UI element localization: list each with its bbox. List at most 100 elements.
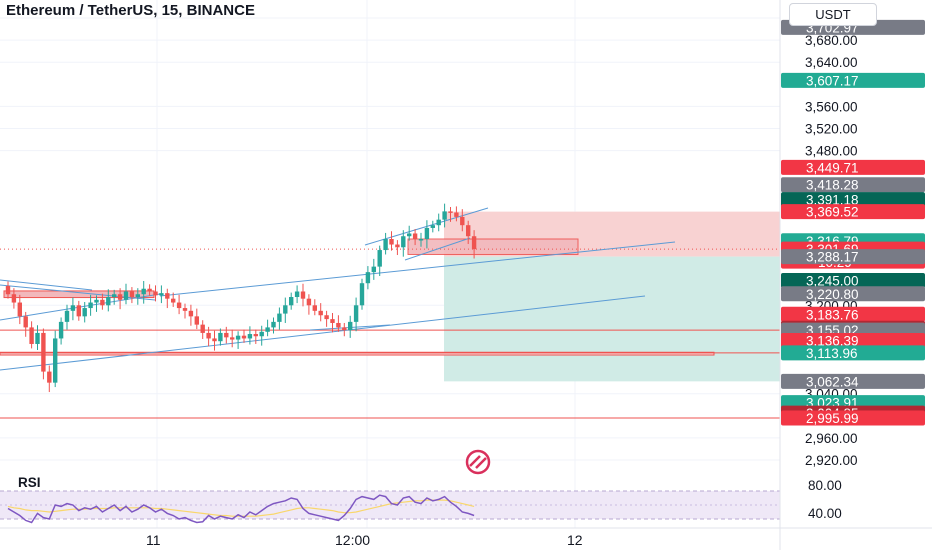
price-tag-bg bbox=[781, 286, 925, 302]
time-label-11: 11 bbox=[146, 532, 161, 548]
price-tag-label: 2,995.99 bbox=[806, 411, 859, 426]
candle bbox=[377, 245, 382, 277]
candle bbox=[418, 232, 424, 247]
candle-body bbox=[165, 293, 170, 299]
candle bbox=[395, 240, 400, 256]
candle-body bbox=[212, 338, 217, 342]
candle-body bbox=[5, 285, 11, 295]
candle bbox=[200, 320, 205, 340]
candle bbox=[294, 285, 300, 304]
candle-body bbox=[88, 302, 93, 309]
candle bbox=[471, 230, 477, 259]
rsi-label: RSI bbox=[18, 475, 41, 490]
price-tag: 3,607.17 bbox=[781, 72, 925, 88]
candle-body bbox=[253, 334, 258, 337]
candle-body bbox=[176, 302, 182, 309]
price-tag: 3,183.76 bbox=[781, 306, 925, 322]
candle bbox=[247, 326, 253, 345]
candle bbox=[141, 280, 146, 304]
currency-button[interactable]: USDT bbox=[789, 3, 877, 26]
price-scale-label: 3,680.00 bbox=[805, 33, 858, 48]
price-tag-bg bbox=[781, 177, 925, 193]
candle-body bbox=[330, 319, 335, 323]
candle bbox=[259, 325, 264, 346]
price-tag-bg bbox=[781, 373, 925, 389]
candle bbox=[11, 288, 17, 309]
candle-body bbox=[123, 291, 129, 300]
candle-body bbox=[324, 315, 329, 320]
candle-body bbox=[412, 233, 418, 239]
candle bbox=[371, 258, 376, 280]
candle-body bbox=[383, 239, 388, 251]
candle bbox=[159, 285, 164, 304]
price-scale-label: 3,640.00 bbox=[805, 55, 858, 70]
candle bbox=[230, 329, 235, 348]
horizontal-levels bbox=[0, 248, 780, 419]
candle bbox=[353, 297, 359, 332]
candle bbox=[135, 288, 140, 305]
candle bbox=[100, 293, 105, 310]
candle-body bbox=[76, 305, 81, 317]
price-tag-bg bbox=[781, 410, 925, 426]
price-tag-bg bbox=[781, 72, 925, 88]
rsi-pane: RSI bbox=[0, 475, 780, 524]
candle-body bbox=[218, 332, 223, 342]
candle bbox=[383, 232, 388, 255]
candle bbox=[76, 300, 81, 321]
candle-body bbox=[300, 291, 306, 299]
candle bbox=[117, 288, 123, 310]
candle-body bbox=[94, 299, 99, 303]
candle-body bbox=[294, 291, 300, 298]
candle-body bbox=[371, 266, 376, 273]
candle bbox=[460, 209, 465, 232]
candle-body bbox=[436, 219, 441, 226]
candle bbox=[253, 329, 258, 344]
candle bbox=[17, 294, 22, 325]
candle-body bbox=[47, 371, 52, 383]
candle-body bbox=[64, 310, 70, 322]
candle bbox=[389, 231, 394, 251]
price-axis[interactable]: 3,720.003,680.003,640.003,560.003,520.00… bbox=[779, 0, 925, 550]
rsi-tick-40: 40.00 bbox=[808, 506, 842, 521]
candle-body bbox=[359, 283, 365, 306]
candle-body bbox=[112, 294, 117, 298]
candle-body bbox=[100, 299, 105, 306]
candle bbox=[466, 220, 471, 244]
candle-body bbox=[106, 297, 111, 306]
candle-body bbox=[277, 313, 282, 322]
candle-body bbox=[200, 324, 205, 333]
candle bbox=[318, 303, 323, 322]
candle-body bbox=[135, 294, 140, 298]
candle-body bbox=[271, 321, 276, 328]
price-scale-label: 2,960.00 bbox=[805, 431, 858, 446]
candle bbox=[336, 315, 341, 332]
price-tag: 3,288.17 bbox=[781, 249, 925, 265]
candle-body bbox=[141, 288, 146, 295]
price-tag-bg bbox=[781, 306, 925, 322]
time-label-12: 12 bbox=[567, 532, 583, 548]
candle-body bbox=[129, 291, 135, 298]
candle-body bbox=[342, 327, 347, 331]
candle bbox=[289, 292, 294, 310]
candle-body bbox=[401, 236, 406, 248]
candle-body bbox=[466, 225, 471, 237]
time-axis[interactable]: 11 12:00 12 bbox=[0, 527, 932, 548]
candle bbox=[265, 319, 270, 337]
candle-body bbox=[11, 294, 17, 303]
candle bbox=[424, 220, 430, 249]
candle-body bbox=[442, 211, 447, 220]
price-tag-label: 3,136.39 bbox=[806, 333, 859, 348]
price-tag-label: 3,369.52 bbox=[806, 205, 859, 220]
candle-body bbox=[29, 327, 34, 344]
candle bbox=[23, 311, 28, 337]
candle bbox=[359, 278, 365, 310]
candle bbox=[106, 289, 111, 312]
candle-body bbox=[159, 293, 164, 296]
candle-body bbox=[206, 332, 211, 339]
trendline-2 bbox=[159, 241, 676, 297]
price-tag: 3,418.28 bbox=[781, 177, 925, 193]
candle bbox=[300, 283, 306, 307]
candle bbox=[171, 292, 176, 307]
candle bbox=[412, 229, 418, 246]
